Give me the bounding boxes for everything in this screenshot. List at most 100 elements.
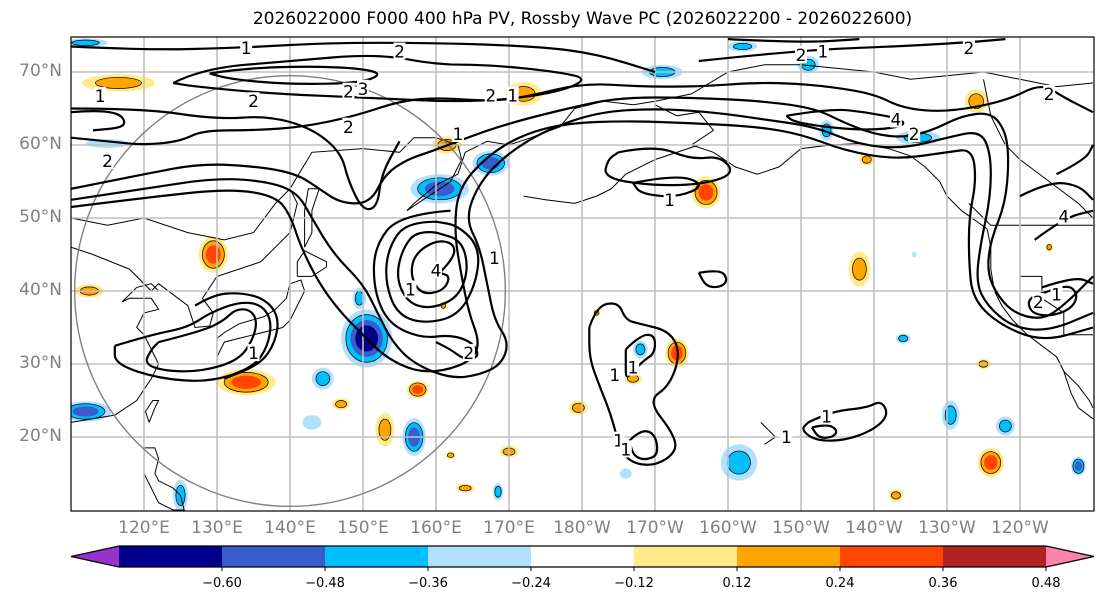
latitude-label: 40°N xyxy=(19,280,62,300)
anomaly-blob xyxy=(406,380,429,399)
anomaly-level xyxy=(1074,461,1083,472)
coastline xyxy=(71,283,160,423)
anomaly-blob xyxy=(332,398,350,410)
contour-label: 1 xyxy=(241,39,252,59)
contour-label-background xyxy=(247,92,260,110)
colorbar-tick-label: −0.24 xyxy=(511,576,551,591)
colorbar-extend-max xyxy=(1046,546,1094,567)
anomaly-level xyxy=(72,406,99,417)
anomaly-blob xyxy=(311,367,334,390)
anomaly-blob xyxy=(198,236,228,273)
contour-label: 1 xyxy=(609,366,620,386)
anomaly-blob xyxy=(71,38,108,48)
contour-label: 2 xyxy=(343,118,354,138)
contour-label: 1 xyxy=(664,191,675,211)
pv-contours xyxy=(71,38,1094,466)
coastline xyxy=(296,250,327,277)
contour-label-background xyxy=(1032,292,1045,310)
contour-label: 2 xyxy=(394,43,405,63)
contour-label-background xyxy=(1043,84,1056,102)
anomaly-blob xyxy=(568,400,588,416)
pv-contour xyxy=(410,240,456,295)
contour-label: 1 xyxy=(613,432,624,452)
pv-contour xyxy=(698,38,1006,63)
anomaly-blob xyxy=(445,451,456,459)
pv-contour xyxy=(1041,278,1094,289)
pv-contour xyxy=(172,54,583,103)
contour-label-background xyxy=(462,344,475,362)
pv-contour xyxy=(624,333,657,378)
pv-contour xyxy=(1027,285,1078,317)
anomaly-blob xyxy=(941,400,960,430)
contour-label-background xyxy=(506,86,519,104)
anomaly-blob xyxy=(859,153,874,166)
contour-label-background xyxy=(820,407,833,425)
anomaly-level xyxy=(890,491,901,500)
contour-label-background xyxy=(816,42,829,60)
colorbar-tick-label: 0.36 xyxy=(928,576,958,591)
longitude-label: 160°W xyxy=(699,518,757,538)
anomaly-level xyxy=(335,400,347,409)
anomaly-blob xyxy=(633,340,648,359)
contour-label-background xyxy=(451,125,464,143)
contour-label-background xyxy=(484,86,497,104)
longitude-label: 120°W xyxy=(991,518,1049,538)
contour-label: 2 xyxy=(1033,293,1044,313)
colorbar-segment xyxy=(325,546,429,567)
contour-label-background xyxy=(342,117,355,135)
pv-contour xyxy=(194,292,279,380)
coastline xyxy=(523,144,699,204)
gridlines xyxy=(71,37,1094,511)
contour-label-background xyxy=(342,82,355,100)
pv-contour xyxy=(604,147,732,187)
longitude-label: 120°E xyxy=(118,518,170,538)
coastline xyxy=(144,400,160,423)
longitude-label: 140°E xyxy=(264,518,316,538)
anomaly-level xyxy=(302,415,322,430)
longitude-label: 170°W xyxy=(626,518,684,538)
pv-contour xyxy=(810,424,838,439)
colorbar-tick-label: −0.12 xyxy=(614,576,654,591)
anomaly-level xyxy=(861,155,872,164)
contour-label-background xyxy=(404,280,417,298)
contour-label: 1 xyxy=(405,281,416,301)
colorbar-segment xyxy=(943,546,1047,567)
pv-contour xyxy=(632,176,700,198)
anomaly-blob xyxy=(888,489,904,502)
anomaly-blob xyxy=(410,174,469,204)
colorbar-tick-label: −0.36 xyxy=(408,576,448,591)
contour-label: 1 xyxy=(95,87,106,107)
anomaly-blob xyxy=(375,412,395,447)
anomaly-blob xyxy=(472,150,509,176)
anomaly-level xyxy=(494,485,502,498)
anomaly-blob xyxy=(71,401,112,422)
pv-contour xyxy=(396,231,468,309)
longitude-label: 180°W xyxy=(553,518,611,538)
contour-label-background xyxy=(619,440,632,458)
anomaly-blob xyxy=(911,251,917,258)
latitude-label: 30°N xyxy=(19,353,62,373)
colorbar-segment xyxy=(119,546,223,567)
contour-label-background xyxy=(247,344,260,362)
anomaly-level xyxy=(1046,244,1052,251)
colorbar-segment xyxy=(531,546,635,567)
contour-label-background xyxy=(357,79,369,97)
anomaly-blob xyxy=(492,482,504,501)
pv-contour xyxy=(209,65,379,85)
anomaly-level xyxy=(205,245,221,264)
anomaly-blob xyxy=(1071,456,1086,476)
pv-contour xyxy=(71,81,1094,146)
longitude-label: 140°W xyxy=(845,518,903,538)
contour-label: 1 xyxy=(489,249,500,269)
anomaly-level xyxy=(315,371,331,386)
colorbar-tick-label: 0.24 xyxy=(825,576,855,591)
coastline xyxy=(654,104,1094,409)
pv-contour xyxy=(71,110,126,132)
coastline xyxy=(143,447,185,511)
anomaly-level xyxy=(911,251,917,258)
contour-label-background xyxy=(393,42,406,60)
contour-label: 1 xyxy=(628,359,639,379)
contour-label: 1 xyxy=(781,428,792,448)
colorbar-segment xyxy=(840,546,944,567)
